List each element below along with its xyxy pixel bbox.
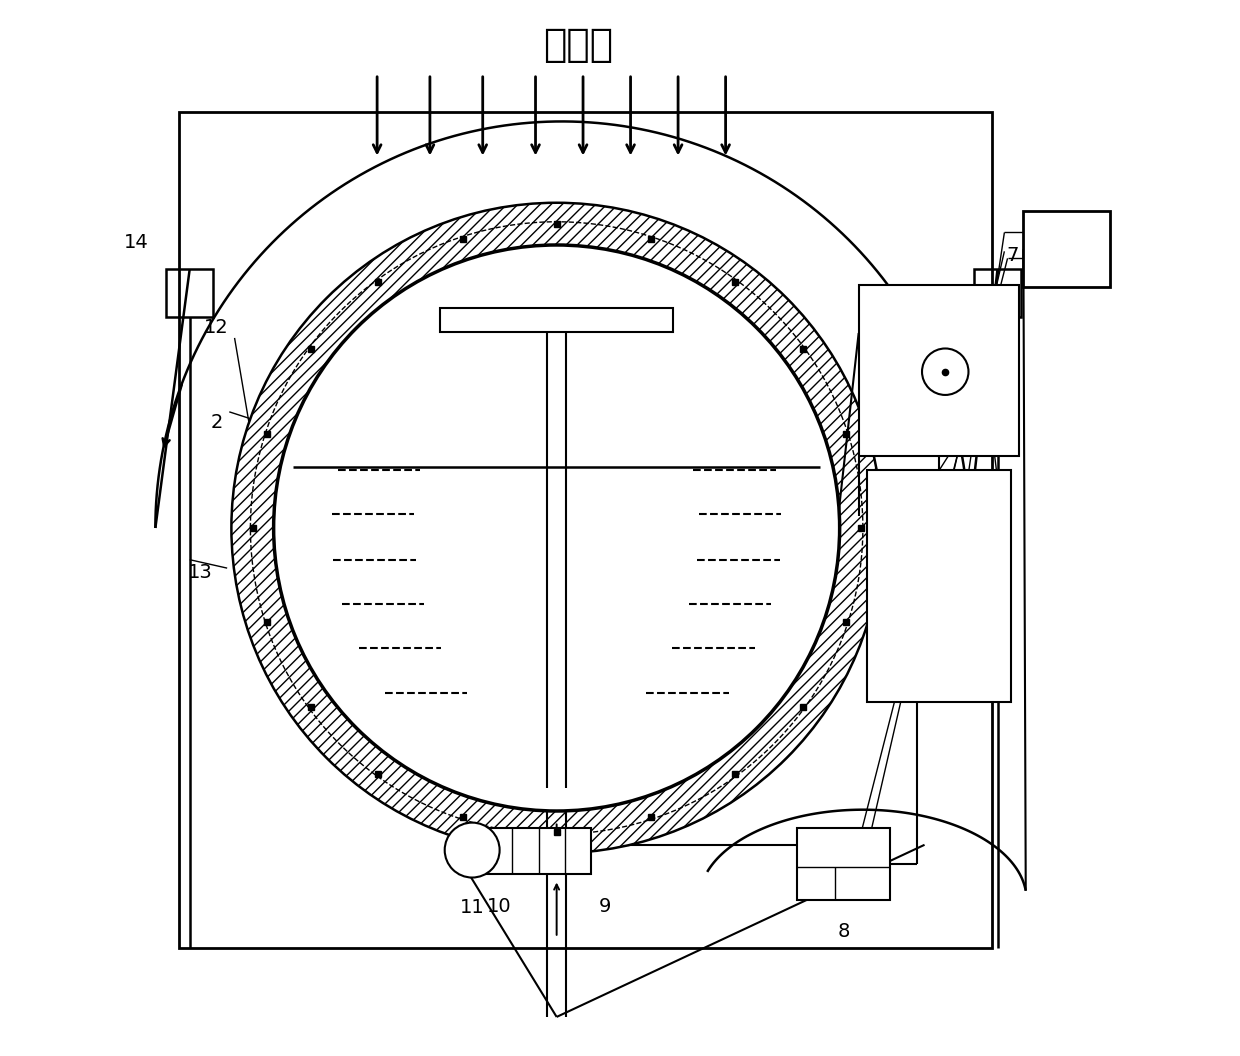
Text: 10: 10 xyxy=(487,897,511,916)
Text: 12: 12 xyxy=(205,318,229,337)
Bar xyxy=(1023,211,1110,287)
Text: 8: 8 xyxy=(838,922,851,941)
Circle shape xyxy=(923,348,968,395)
Bar xyxy=(858,285,1019,456)
Text: 14: 14 xyxy=(124,233,149,252)
Text: 3: 3 xyxy=(936,540,949,559)
Text: 11: 11 xyxy=(460,898,485,917)
Bar xyxy=(973,269,1022,317)
Text: 4: 4 xyxy=(936,473,949,492)
Bar xyxy=(797,828,890,900)
Text: 2: 2 xyxy=(936,605,949,624)
Text: 15: 15 xyxy=(1052,240,1081,259)
Text: 5: 5 xyxy=(983,383,996,402)
Bar xyxy=(440,308,673,332)
Text: 1: 1 xyxy=(936,673,949,692)
Text: 7: 7 xyxy=(1007,246,1019,265)
Text: 太阳光: 太阳光 xyxy=(543,26,613,64)
Bar xyxy=(166,269,213,317)
Bar xyxy=(867,470,1011,702)
Circle shape xyxy=(232,203,882,853)
Bar xyxy=(179,112,992,948)
Circle shape xyxy=(445,823,500,878)
Text: 2: 2 xyxy=(211,413,223,432)
Text: 6: 6 xyxy=(983,341,996,360)
Text: 9: 9 xyxy=(599,897,611,916)
Bar xyxy=(460,828,591,874)
Circle shape xyxy=(274,245,839,811)
Text: 13: 13 xyxy=(187,563,212,582)
